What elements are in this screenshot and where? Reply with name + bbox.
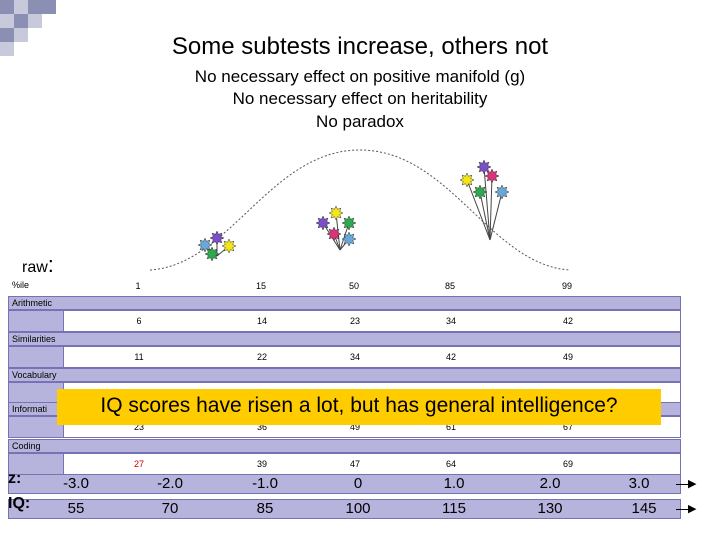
arithmetic-value: 42 xyxy=(562,316,573,326)
similarities-value: 49 xyxy=(562,352,573,362)
flower-stem xyxy=(489,175,493,241)
flower-head xyxy=(459,172,475,188)
iq-value: 70 xyxy=(161,500,179,517)
information-value: 36 xyxy=(256,422,267,432)
z-value: 2.0 xyxy=(539,475,561,492)
flower-stem xyxy=(489,191,503,241)
similarities-label: Similarities xyxy=(12,334,56,344)
coding-label: Coding xyxy=(12,441,41,451)
flower-stem xyxy=(339,222,350,251)
percentile-value: 99 xyxy=(561,281,572,291)
coding-value: 69 xyxy=(562,459,573,469)
flower-head xyxy=(341,215,357,231)
coding-value: 64 xyxy=(445,459,456,469)
z-value: -3.0 xyxy=(63,475,89,492)
z-arrow-icon: ▶ xyxy=(688,478,697,490)
z-label: z: xyxy=(8,470,22,487)
iq-value: 55 xyxy=(67,500,85,517)
bullet-manifold: No necessary effect on positive manifold… xyxy=(194,67,526,86)
slide-title: Some subtests increase, others not xyxy=(171,33,549,60)
arithmetic-value: 6 xyxy=(136,316,142,326)
flower-head xyxy=(315,215,331,231)
corner-square xyxy=(14,28,28,42)
similarities-value: 22 xyxy=(256,352,267,362)
similarities-header: Similarities xyxy=(8,332,681,346)
bullet-paradox: No paradox xyxy=(316,112,404,131)
coding-scores: 27 39 47 64 69 xyxy=(8,453,681,475)
percentile-value: 15 xyxy=(255,281,266,291)
flower-head xyxy=(494,184,510,200)
flower-head xyxy=(221,238,237,254)
coding-header: Coding xyxy=(8,439,681,453)
normal-curve xyxy=(149,149,571,271)
flower-stem xyxy=(483,166,491,241)
corner-square xyxy=(42,0,56,14)
flower-head xyxy=(341,231,357,247)
z-value: 1.0 xyxy=(443,475,465,492)
iq-value: 145 xyxy=(631,500,657,517)
corner-square xyxy=(0,0,14,14)
raw-label-text: raw xyxy=(22,259,48,276)
iq-value: 130 xyxy=(537,500,563,517)
iq-value: 115 xyxy=(442,500,466,517)
z-value: -2.0 xyxy=(157,475,183,492)
arithmetic-value: 23 xyxy=(349,316,360,326)
percentile-value: 50 xyxy=(348,281,359,291)
vocabulary-label: Vocabulary xyxy=(12,370,57,380)
similarities-value: 11 xyxy=(134,352,144,362)
similarities-scores: 11 22 34 42 49 xyxy=(8,346,681,368)
information-value: 23 xyxy=(133,422,144,432)
information-value: 61 xyxy=(445,422,456,432)
arithmetic-value: 34 xyxy=(445,316,456,326)
percentile-value: 1 xyxy=(135,281,141,291)
information-value: 67 xyxy=(562,422,573,432)
coding-value: 27 xyxy=(133,459,144,469)
flower-head xyxy=(328,205,344,221)
corner-square xyxy=(28,0,42,14)
z-arrow-shaft xyxy=(676,484,690,485)
corner-square xyxy=(14,0,28,14)
z-value: 0 xyxy=(353,475,363,492)
iq-label: IQ: xyxy=(8,495,31,512)
flower-bouquets xyxy=(197,159,510,262)
raw-label-colon: : xyxy=(47,252,54,277)
question-banner: IQ scores have risen a lot, but has gene… xyxy=(57,389,661,425)
arithmetic-scores: 6 14 23 34 42 xyxy=(8,310,681,332)
flower-head xyxy=(476,159,492,175)
arithmetic-value: 14 xyxy=(256,316,267,326)
corner-square xyxy=(28,14,42,28)
flower-head xyxy=(204,246,220,262)
iq-value: 100 xyxy=(345,500,371,517)
arithmetic-header: Arithmetic xyxy=(8,296,681,310)
corner-square xyxy=(0,14,14,28)
arithmetic-label: Arithmetic xyxy=(12,298,53,308)
flower-stem xyxy=(479,191,491,241)
similarities-value: 34 xyxy=(349,352,360,362)
z-value: 3.0 xyxy=(628,475,650,492)
percentile-value: 85 xyxy=(444,281,455,291)
bullet-heritability: No necessary effect on heritability xyxy=(232,89,488,108)
z-value: -1.0 xyxy=(252,475,278,492)
information-value: 49 xyxy=(349,422,360,432)
flower-head xyxy=(209,230,225,246)
information-label: Informati xyxy=(12,404,48,414)
bell-curve-illustration xyxy=(149,149,571,271)
corner-square xyxy=(0,42,14,56)
corner-square xyxy=(0,28,14,42)
vocabulary-header: Vocabulary xyxy=(8,368,681,382)
coding-value: 47 xyxy=(349,459,360,469)
similarities-value: 42 xyxy=(445,352,456,362)
iq-arrow-icon: ▶ xyxy=(688,503,697,515)
flower-head xyxy=(472,184,488,200)
iq-arrow-shaft xyxy=(676,509,690,510)
iq-value: 85 xyxy=(256,500,274,517)
flower-stem xyxy=(466,179,491,241)
raw-label: raw: xyxy=(22,252,54,278)
corner-square xyxy=(14,14,28,28)
percentile-label: %ile xyxy=(12,280,30,290)
flower-head xyxy=(326,226,342,242)
coding-value: 39 xyxy=(256,459,267,469)
